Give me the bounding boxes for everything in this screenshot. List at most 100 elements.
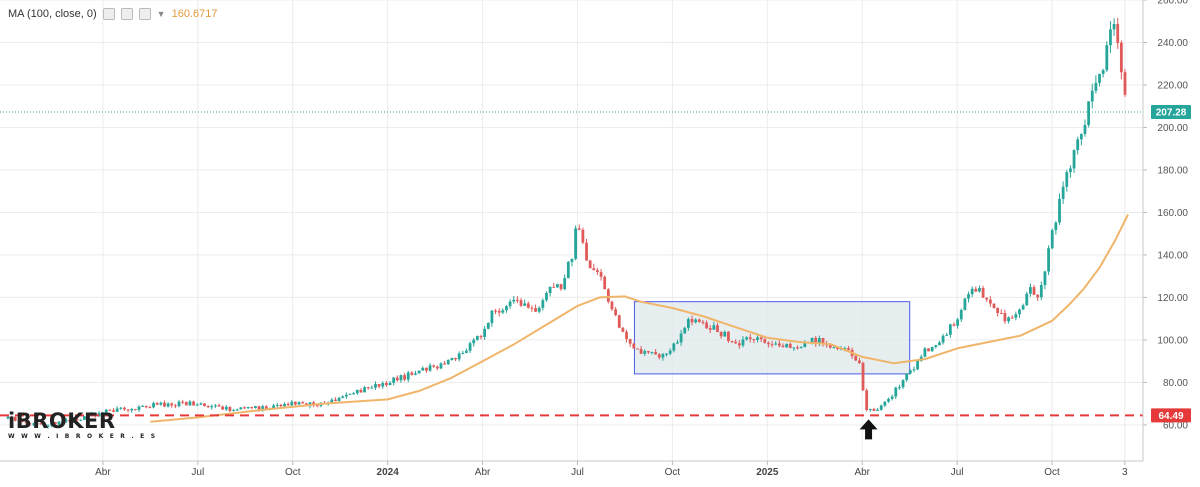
candle-body <box>1112 24 1116 30</box>
eye-icon[interactable] <box>102 8 115 20</box>
ma-value: 160.6717 <box>171 8 218 20</box>
x-tick-label: 2025 <box>756 467 779 478</box>
candle-body <box>235 409 239 411</box>
close-icon[interactable] <box>138 8 151 20</box>
candle-body <box>301 402 305 404</box>
candle-body <box>952 324 956 326</box>
candle-body <box>948 324 952 335</box>
candle-body <box>228 406 232 411</box>
candle-body <box>712 325 716 330</box>
candle-body <box>690 319 694 323</box>
gear-icon[interactable] <box>120 8 133 20</box>
candle-body <box>1061 186 1065 199</box>
candle-body <box>468 343 472 351</box>
candle-body <box>894 387 898 397</box>
candle-body <box>617 315 621 328</box>
candle-body <box>959 310 963 320</box>
candle-body <box>887 398 890 402</box>
candle-body <box>668 350 672 354</box>
candle-body <box>344 394 348 397</box>
candle-body <box>606 289 610 302</box>
candle-body <box>224 406 228 410</box>
candle-body <box>1065 172 1069 187</box>
candle-body <box>1021 305 1025 310</box>
candle-body <box>978 288 981 292</box>
candle-body <box>999 313 1003 315</box>
candle-body <box>1036 294 1040 298</box>
candle-body <box>730 340 734 342</box>
candle-body <box>596 270 599 273</box>
candle-body <box>104 409 108 413</box>
y-tick-label: 100.00 <box>1157 335 1188 346</box>
candle-body <box>1054 222 1058 231</box>
candle-body <box>1090 90 1094 102</box>
candle-body <box>246 407 250 409</box>
candle-body <box>144 405 148 408</box>
candle-body <box>898 387 901 389</box>
indicator-label[interactable]: MA (100, close, 0) <box>8 8 97 20</box>
candle-body <box>683 327 687 334</box>
candle-body <box>24 421 28 424</box>
y-tick-label: 80.00 <box>1163 378 1188 389</box>
candle-body <box>450 357 454 361</box>
candle-body <box>384 383 388 386</box>
candle-body <box>814 337 818 344</box>
price-badge <box>1151 408 1191 423</box>
candle-body <box>257 406 261 410</box>
candle-body <box>599 272 603 277</box>
candle-body <box>173 405 177 407</box>
candle-body <box>559 284 563 290</box>
candle-body <box>501 310 505 313</box>
candle-body <box>537 307 541 312</box>
candle-body <box>523 303 527 306</box>
candle-body <box>366 387 370 389</box>
candle-body <box>188 401 192 406</box>
candle-body <box>1032 287 1036 295</box>
candle-body <box>847 348 850 350</box>
support-arrow <box>859 419 878 440</box>
candle-body <box>381 383 385 387</box>
logo: iBROKER W W W . I B R O K E R . E S <box>8 411 157 440</box>
candle-body <box>108 409 112 411</box>
x-axis[interactable]: Abr Jul Oct 2024 Abr Jul Oct 2025 Abr Jul Oct 3 <box>95 461 1128 478</box>
candle-body <box>545 292 548 301</box>
candle-body <box>6 416 10 419</box>
x-tick-label: Oct <box>285 467 301 478</box>
candle-body <box>192 401 195 406</box>
y-tick-label: 240.00 <box>1157 38 1188 49</box>
candle-body <box>475 336 479 340</box>
candle-body <box>250 407 254 409</box>
candle-body <box>363 387 366 393</box>
candle-body <box>519 300 523 306</box>
candle-body <box>1018 309 1021 315</box>
candle-body <box>785 343 789 348</box>
candle-body <box>410 372 414 375</box>
candle-body <box>694 319 698 323</box>
candle-body <box>148 407 152 409</box>
candle-body <box>563 278 567 290</box>
candle-body <box>32 423 35 425</box>
candle-body <box>170 403 174 406</box>
candle-body <box>217 405 221 407</box>
candle-body <box>1087 101 1091 125</box>
candle-body <box>526 303 530 308</box>
candle-body <box>446 360 450 365</box>
candle-body <box>661 353 665 358</box>
x-tick-label: Abr <box>95 467 111 478</box>
candle-body <box>337 397 341 401</box>
logo-url: W W W . I B R O K E R . E S <box>8 433 158 440</box>
candle-body <box>330 399 334 404</box>
candle-body <box>454 357 457 360</box>
candle-body <box>832 347 836 349</box>
chevron-down-icon[interactable]: ▼ <box>156 9 166 19</box>
candle-body <box>1083 124 1087 134</box>
y-axis[interactable]: 60.00 80.00 100.00 120.00 140.00 160.00 180.00… <box>1143 0 1188 431</box>
candle-body <box>828 345 832 348</box>
candle-body <box>213 405 217 407</box>
candle-body <box>716 325 719 333</box>
candle-body <box>75 418 79 420</box>
candle-body <box>756 337 759 340</box>
candle-body <box>1069 168 1072 173</box>
